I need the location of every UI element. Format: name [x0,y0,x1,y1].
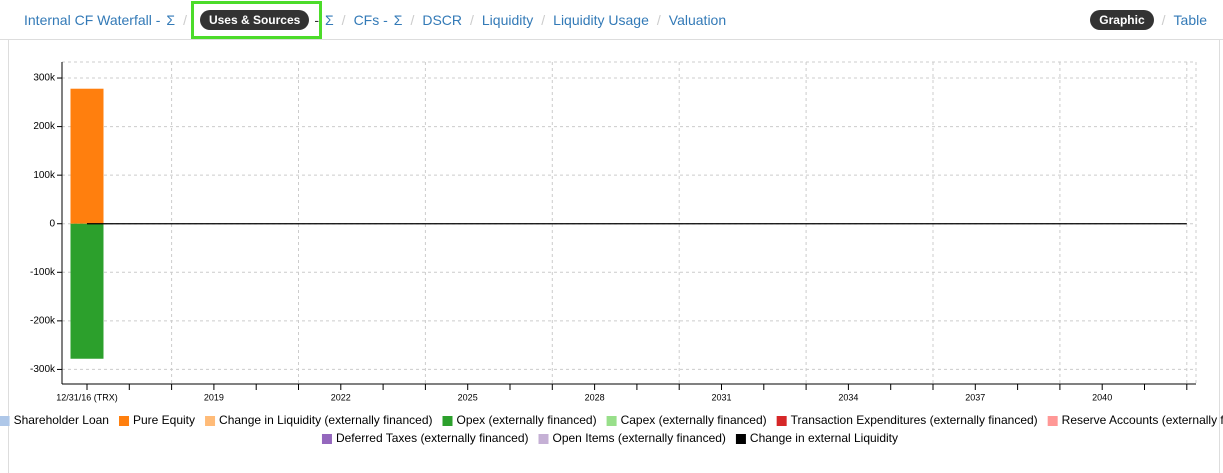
legend-label: Opex (externally financed) [457,413,597,427]
legend-label: Change in external Liquidity [750,431,898,445]
separator: / [470,12,474,28]
legend-item: Pure Equity [118,413,195,427]
x-tick-label: 2034 [838,392,858,402]
separator: / [656,12,661,28]
separator: / [341,12,346,28]
legend-item: Capex (externally financed) [606,413,767,427]
legend-swatch [606,416,617,426]
legend-label: Capex (externally financed) [621,413,767,427]
chart: -300k -200k -100k 0 100k 200k 300k 12/31/16 (TR… [0,61,1223,445]
legend-swatch [321,434,332,444]
x-tick-label: 2028 [585,392,605,402]
x-tick-label: 2025 [458,392,478,402]
nav-link[interactable]: Liquidity [481,12,534,28]
legend-label: Transaction Expenditures (externally fin… [791,413,1038,427]
y-tick-label: 0 [49,218,55,229]
separator: / [1161,12,1166,28]
legend-item: Reserve Accounts (externally financed) [1047,413,1223,427]
separator: / [541,12,546,28]
legend-swatch [735,434,746,444]
separator: / [410,12,415,28]
legend-label: Deferred Taxes (externally financed) [336,431,529,445]
legend-label: Shareholder Loan [14,413,109,427]
bar [70,223,104,359]
view-active[interactable]: Graphic [1090,10,1154,30]
legend-label: Reserve Accounts (externally financed) [1062,413,1223,427]
legend-swatch [118,416,129,426]
separator: / [183,12,187,28]
chart-frame [8,40,1220,473]
legend-swatch [205,416,216,426]
y-tick-label: -200k [30,316,56,327]
legend-item: Change in external Liquidity [735,431,898,445]
legend-item: Opex (externally financed) [442,413,597,427]
nav-sum[interactable]: Σ [325,12,334,28]
view-switch: Graphic / Table [1090,0,1207,40]
y-tick-label: -300k [30,364,56,375]
nav-link[interactable]: DSCR [422,12,462,28]
nav-sum[interactable]: Σ [393,12,403,28]
nav-dash: - [314,12,320,28]
legend-label: Open Items (externally financed) [553,431,726,445]
y-tick-label: 200k [33,121,56,132]
nav-bar: Internal CF Waterfall - Σ / Uses & Sourc… [0,0,1223,40]
chart-body: -300k -200k -100k 0 100k 200k 300k 12/31/16 (TR… [0,61,1223,445]
x-tick-label: 2037 [965,392,985,402]
nav-links: Internal CF Waterfall - Σ / Uses & Sourc… [24,0,726,40]
y-tick-label: -100k [30,267,56,278]
legend-swatch [776,416,787,426]
legend-label: Pure Equity [133,413,195,427]
x-tick-label: 2031 [711,392,731,402]
active-tab[interactable]: Uses & Sources [199,10,310,30]
nav-sum[interactable]: Σ [166,12,176,28]
bar [70,88,104,224]
legend-item: Shareholder Loan [0,413,109,427]
legend-swatch [538,434,549,444]
y-tick-label: 300k [33,73,56,84]
legend-label: Change in Liquidity (externally financed… [219,413,432,427]
legend-swatch [0,416,10,426]
x-tick-label: 2022 [331,392,351,402]
nav-link[interactable]: Valuation [668,12,727,28]
legend-item: Open Items (externally financed) [538,431,726,445]
legend-swatch [442,416,453,426]
x-tick-label: 2019 [204,392,224,402]
view-link[interactable]: Table [1173,12,1207,28]
nav-link[interactable]: Liquidity Usage [553,12,649,28]
nav-link[interactable]: Internal CF Waterfall - [24,12,161,28]
legend-swatch [1047,416,1058,426]
nav-link[interactable]: CFs - [353,12,388,28]
legend-item: Change in Liquidity (externally financed… [205,413,433,427]
highlight-box: Uses & Sources [190,1,323,39]
x-tick-label: 12/31/16 (TRX) [56,392,118,402]
legend-item: Transaction Expenditures (externally fin… [776,413,1038,427]
y-tick-label: 100k [33,170,56,181]
legend-item: Deferred Taxes (externally financed) [321,431,529,445]
x-tick-label: 2040 [1092,392,1112,402]
